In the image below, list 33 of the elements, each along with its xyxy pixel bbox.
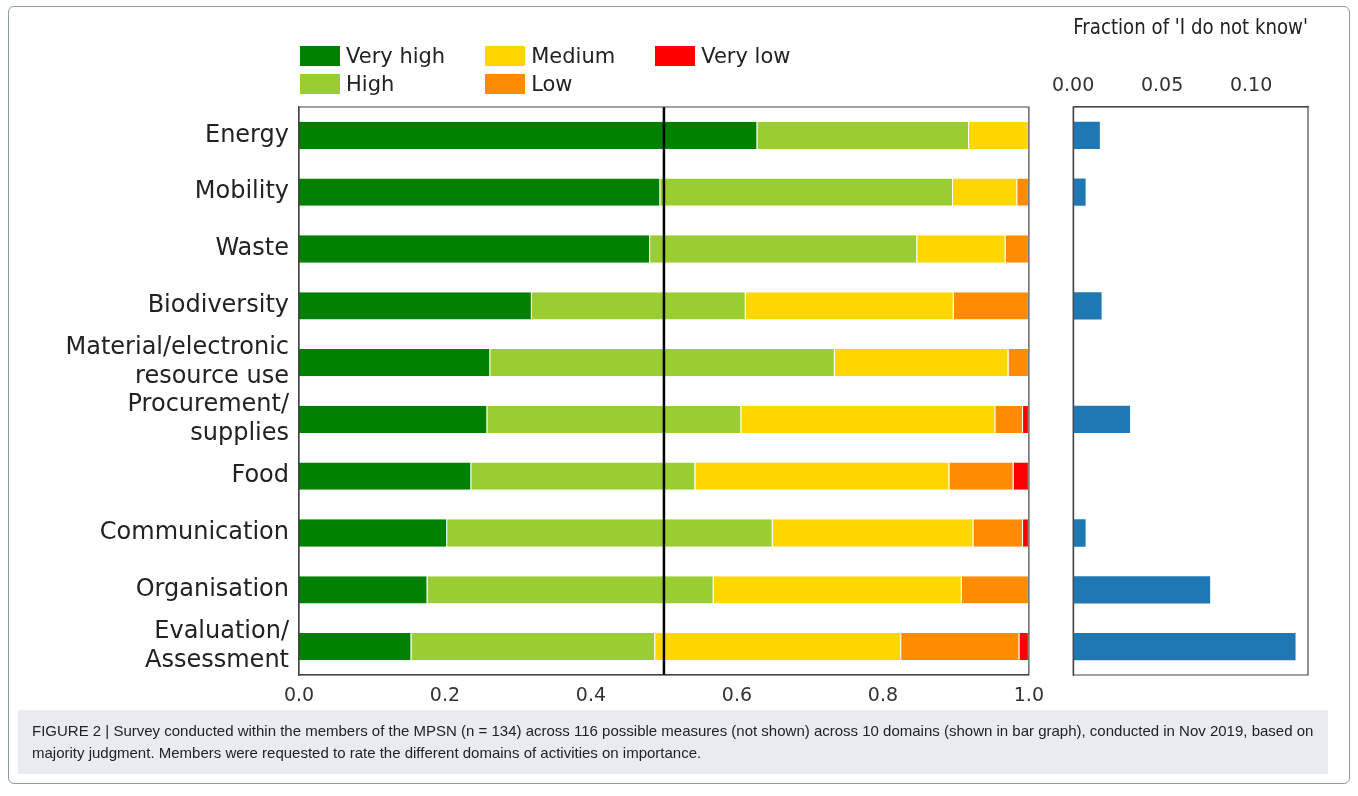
x2-tick-label: 0.10 [1229, 72, 1273, 95]
x-tick-label: 1.0 [1013, 683, 1044, 706]
bar [1073, 121, 1100, 150]
bar [1073, 292, 1102, 320]
x2-tick-label: 0.05 [1140, 72, 1184, 95]
y-tick-label: Food [231, 460, 289, 489]
bar [1073, 405, 1131, 434]
x-tick-label: 0.8 [867, 683, 899, 706]
y-tick-label: Mobility [194, 176, 289, 205]
y-tick-label: Waste [215, 233, 289, 262]
bar [1073, 178, 1086, 206]
y-tick-label: Procurement/supplies [127, 389, 290, 447]
x2-tick-label: 0.00 [1052, 72, 1095, 95]
legend-label: High [346, 72, 395, 96]
x-tick-label: 0.4 [575, 683, 607, 706]
y-tick-label: Organisation [135, 574, 289, 603]
legend-label: Very high [346, 44, 446, 68]
caption: FIGURE 2 | Survey conducted within the members of the MPSN (n = 134) across 116 possible measures (not shown) across 10 domains (shown in bar graph), conducted in Nov 2019, based on majority judgment. Members were requested to rate the different domains of activities on importance. [18, 710, 1328, 774]
x-tick-label: 0.0 [283, 683, 315, 706]
legend-label: Very low [701, 44, 791, 68]
bar [1073, 519, 1086, 547]
bar [1073, 576, 1211, 604]
x-tick-label: 0.2 [429, 683, 461, 706]
x-tick-label: 0.6 [721, 683, 753, 706]
y-tick-label: Biodiversity [147, 290, 289, 319]
y-tick-label: Material/electronic resource use [65, 332, 289, 390]
legend-label: Medium [531, 44, 616, 68]
y-tick-label: Evaluation/Assessment [145, 616, 290, 674]
x2-axis-title: Fraction of 'I do not know' [1073, 13, 1308, 40]
y-tick-label: Communication [99, 517, 289, 546]
bar [1073, 632, 1296, 661]
y-tick-label: Energy [204, 119, 289, 148]
legend-label: Low [531, 72, 573, 96]
